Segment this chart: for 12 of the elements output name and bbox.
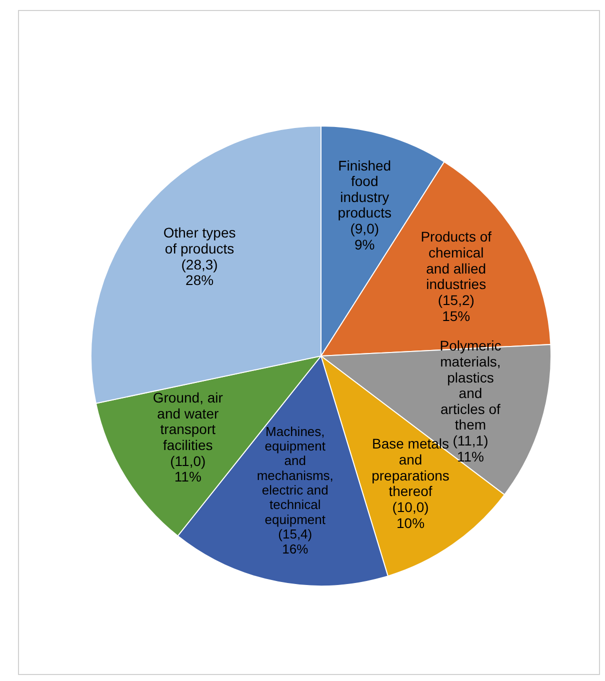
data-label: (11,0) 11% — [170, 452, 206, 484]
slice-label: Machines, equipment and mechanisms, electric and technical equipment — [256, 424, 334, 528]
slice-label: Other types of products — [163, 224, 236, 256]
slice-label: Finished food industry products — [338, 156, 392, 220]
data-label: (9,0) 9% — [350, 220, 380, 252]
data-label: (28,3) 28% — [181, 256, 218, 288]
data-label: (10,0) 10% — [392, 498, 429, 530]
slice-label: Products of chemical and allied industries — [420, 228, 492, 292]
slice-label: Ground, air and water transport facilities — [152, 389, 224, 453]
data-label: (11,1) 11% — [452, 432, 488, 464]
data-label: (15,2) 15% — [438, 292, 474, 324]
data-label: (15,4) 16% — [278, 527, 312, 557]
